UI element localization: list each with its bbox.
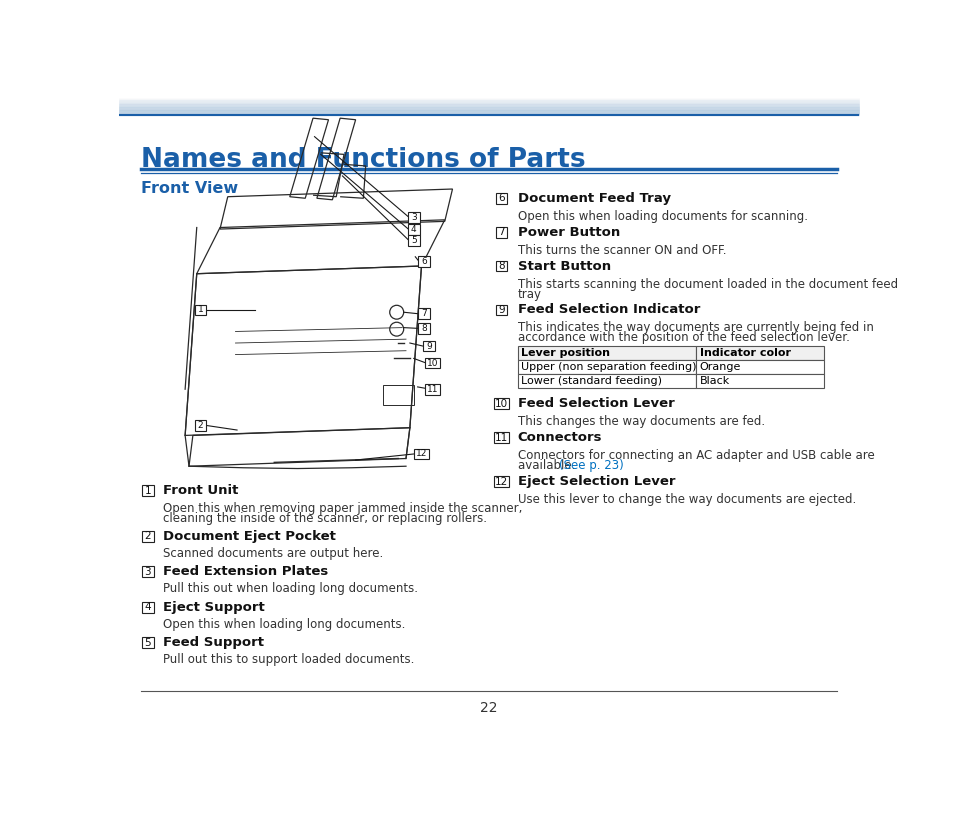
Bar bbox=[517, 360, 695, 374]
FancyBboxPatch shape bbox=[494, 433, 508, 443]
Text: Connectors: Connectors bbox=[517, 431, 601, 444]
Text: 10: 10 bbox=[426, 358, 437, 367]
Text: 6: 6 bbox=[497, 193, 504, 203]
Text: Feed Selection Lever: Feed Selection Lever bbox=[517, 398, 674, 411]
Text: Start Button: Start Button bbox=[517, 259, 610, 272]
Text: This changes the way documents are fed.: This changes the way documents are fed. bbox=[517, 416, 764, 429]
FancyBboxPatch shape bbox=[494, 476, 508, 487]
FancyBboxPatch shape bbox=[142, 566, 153, 578]
Bar bbox=[695, 360, 822, 374]
FancyBboxPatch shape bbox=[494, 398, 508, 409]
Text: 8: 8 bbox=[497, 261, 504, 271]
FancyBboxPatch shape bbox=[142, 637, 153, 648]
Text: This starts scanning the document loaded in the document feed: This starts scanning the document loaded… bbox=[517, 277, 897, 290]
Text: Scanned documents are output here.: Scanned documents are output here. bbox=[162, 547, 382, 560]
Text: Front Unit: Front Unit bbox=[162, 484, 238, 497]
FancyBboxPatch shape bbox=[423, 341, 435, 352]
Bar bbox=[695, 374, 822, 388]
Text: cleaning the inside of the scanner, or replacing rollers.: cleaning the inside of the scanner, or r… bbox=[162, 511, 486, 524]
Bar bbox=[517, 374, 695, 388]
FancyBboxPatch shape bbox=[495, 193, 507, 204]
Text: Pull this out when loading long documents.: Pull this out when loading long document… bbox=[162, 582, 417, 596]
Text: 7: 7 bbox=[420, 309, 426, 318]
Text: tray: tray bbox=[517, 288, 541, 300]
Text: 10: 10 bbox=[495, 399, 507, 409]
Text: Front View: Front View bbox=[141, 182, 238, 196]
Text: Document Eject Pocket: Document Eject Pocket bbox=[162, 530, 335, 543]
Text: 12: 12 bbox=[495, 477, 507, 487]
FancyBboxPatch shape bbox=[408, 212, 419, 222]
FancyBboxPatch shape bbox=[495, 227, 507, 237]
FancyBboxPatch shape bbox=[142, 602, 153, 613]
Text: 11: 11 bbox=[495, 433, 507, 443]
Text: This indicates the way documents are currently being fed in: This indicates the way documents are cur… bbox=[517, 321, 873, 335]
Text: Document Feed Tray: Document Feed Tray bbox=[517, 191, 670, 204]
Text: 11: 11 bbox=[426, 384, 437, 393]
Text: This turns the scanner ON and OFF.: This turns the scanner ON and OFF. bbox=[517, 244, 725, 257]
Bar bbox=[517, 346, 695, 360]
Bar bbox=[695, 346, 822, 360]
Text: 4: 4 bbox=[411, 225, 416, 234]
Text: Names and Functions of Parts: Names and Functions of Parts bbox=[141, 146, 585, 173]
FancyBboxPatch shape bbox=[495, 261, 507, 272]
FancyBboxPatch shape bbox=[194, 304, 206, 315]
Text: 3: 3 bbox=[145, 567, 152, 577]
Text: (See p. 23): (See p. 23) bbox=[558, 459, 623, 472]
Text: 12: 12 bbox=[416, 449, 427, 458]
FancyBboxPatch shape bbox=[417, 308, 429, 319]
Text: Feed Support: Feed Support bbox=[162, 636, 263, 649]
FancyBboxPatch shape bbox=[495, 304, 507, 315]
FancyBboxPatch shape bbox=[194, 420, 206, 431]
Text: 8: 8 bbox=[420, 324, 426, 333]
Text: Open this when loading long documents.: Open this when loading long documents. bbox=[162, 618, 405, 631]
Text: 2: 2 bbox=[197, 421, 203, 430]
FancyBboxPatch shape bbox=[424, 384, 439, 394]
Text: Eject Selection Lever: Eject Selection Lever bbox=[517, 475, 675, 488]
Text: Lever position: Lever position bbox=[521, 348, 610, 358]
Text: 3: 3 bbox=[411, 213, 416, 222]
FancyBboxPatch shape bbox=[142, 485, 153, 497]
FancyBboxPatch shape bbox=[408, 224, 419, 236]
Text: Orange: Orange bbox=[699, 362, 740, 372]
Text: Lower (standard feeding): Lower (standard feeding) bbox=[521, 375, 661, 386]
Text: Power Button: Power Button bbox=[517, 226, 619, 239]
FancyBboxPatch shape bbox=[424, 357, 439, 368]
FancyBboxPatch shape bbox=[414, 448, 429, 459]
Text: Use this lever to change the way documents are ejected.: Use this lever to change the way documen… bbox=[517, 493, 855, 506]
Text: accordance with the position of the feed selection lever.: accordance with the position of the feed… bbox=[517, 331, 848, 344]
Text: 9: 9 bbox=[497, 305, 504, 315]
Text: Upper (non separation feeding): Upper (non separation feeding) bbox=[521, 362, 697, 372]
Text: Feed Extension Plates: Feed Extension Plates bbox=[162, 565, 328, 578]
Text: Connectors for connecting an AC adapter and USB cable are: Connectors for connecting an AC adapter … bbox=[517, 449, 874, 462]
Text: 7: 7 bbox=[497, 227, 504, 237]
Text: 5: 5 bbox=[145, 637, 152, 648]
Text: 2: 2 bbox=[145, 531, 152, 542]
FancyBboxPatch shape bbox=[142, 531, 153, 542]
Text: 6: 6 bbox=[420, 257, 426, 266]
Text: Open this when removing paper jammed inside the scanner,: Open this when removing paper jammed ins… bbox=[162, 501, 521, 515]
Text: 1: 1 bbox=[145, 486, 152, 496]
Text: available.: available. bbox=[517, 459, 578, 472]
Text: Eject Support: Eject Support bbox=[162, 600, 264, 614]
Bar bbox=[382, 385, 414, 405]
Text: Pull out this to support loaded documents.: Pull out this to support loaded document… bbox=[162, 654, 414, 667]
Text: 4: 4 bbox=[145, 602, 152, 612]
FancyBboxPatch shape bbox=[408, 236, 419, 246]
FancyBboxPatch shape bbox=[417, 256, 429, 267]
Text: 22: 22 bbox=[479, 701, 497, 715]
FancyBboxPatch shape bbox=[417, 323, 429, 334]
Text: Black: Black bbox=[699, 375, 729, 386]
Text: 1: 1 bbox=[197, 305, 203, 314]
Text: Feed Selection Indicator: Feed Selection Indicator bbox=[517, 303, 700, 317]
Text: 9: 9 bbox=[426, 342, 432, 351]
Text: Indicator color: Indicator color bbox=[699, 348, 790, 358]
Text: 5: 5 bbox=[411, 236, 416, 245]
Text: Open this when loading documents for scanning.: Open this when loading documents for sca… bbox=[517, 209, 807, 222]
